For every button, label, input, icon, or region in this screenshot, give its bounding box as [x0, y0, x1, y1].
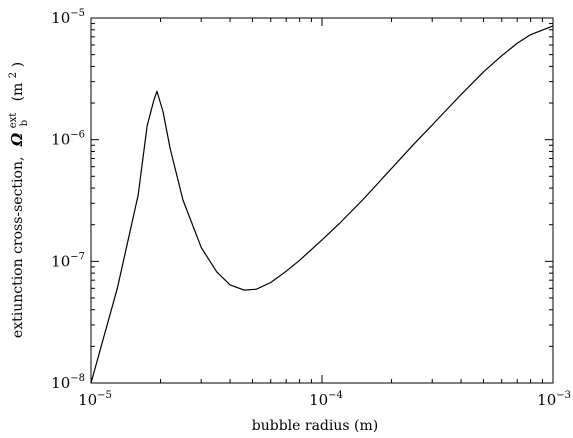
y-axis-label-superscript: ext	[8, 113, 19, 129]
series-line-0	[90, 25, 554, 384]
axis-ticks	[90, 17, 554, 384]
y-tick-label: 10−8	[51, 373, 85, 392]
y-tick-label: 10−7	[51, 251, 85, 270]
y-axis-label-subscript: b	[19, 120, 30, 126]
y-axis-label-unit-close: )	[10, 62, 26, 67]
plot-frame	[90, 17, 554, 384]
series-layer	[90, 25, 554, 384]
plot-border	[90, 17, 554, 384]
x-tick-label: 10−4	[309, 390, 343, 409]
y-tick-label: 10−6	[51, 130, 85, 149]
axis-tick-labels: 10−5 10−4 10−3 10−8 10−7 10−6 10−5	[51, 8, 571, 409]
x-axis-label: bubble radius (m)	[252, 418, 378, 434]
y-axis-label-unit: (m	[10, 83, 26, 102]
y-tick-label: 10−5	[51, 8, 85, 27]
x-tick-label: 10−3	[537, 390, 571, 409]
y-axis-label: extiunction cross-section, Ω ext b (m 2 …	[4, 62, 31, 338]
x-tick-label: 10−5	[78, 390, 112, 409]
y-axis-label-unit-power: 2	[8, 72, 19, 78]
y-axis-label-symbol: Ω	[8, 132, 26, 147]
y-axis-label-text: extiunction cross-section,	[10, 157, 26, 339]
